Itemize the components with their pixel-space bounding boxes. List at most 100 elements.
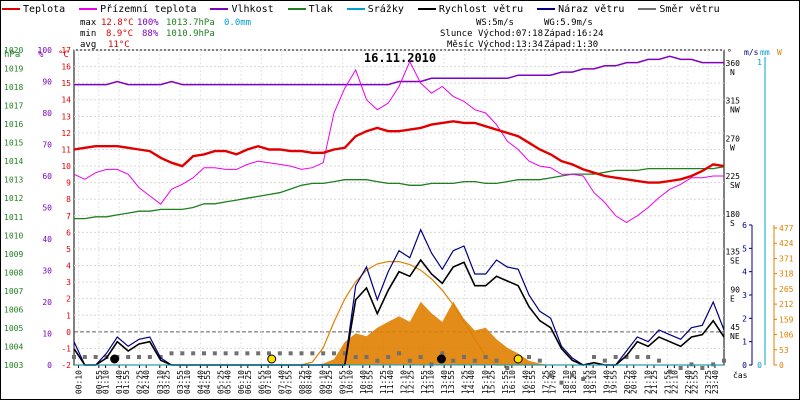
x-tick-label: 21:25	[650, 370, 659, 394]
info-wg: WG:5.9m/s	[544, 18, 593, 28]
stat-avg-temp: 11°C	[108, 40, 130, 50]
series-direction-point	[180, 351, 185, 356]
x-tick-label: 16:10	[508, 370, 517, 394]
tick-label-hpa: 1012	[4, 194, 23, 203]
x-tick-label: 03:55	[176, 370, 185, 394]
series-direction-point	[191, 351, 196, 356]
x-tick-label: 06:10	[237, 370, 246, 394]
tick-label-celsius: 5	[66, 245, 71, 254]
tick-label-celsius: 3	[66, 278, 71, 287]
tick-label-hpa: 1003	[4, 361, 23, 370]
tick-label-celsius: 12	[61, 129, 71, 138]
series-solar-area	[74, 301, 724, 365]
x-tick-label: 22:40	[684, 370, 693, 394]
tick-label-percent: 90	[42, 78, 52, 87]
info-sun-rise: Východ:07:18	[478, 29, 544, 39]
legend-swatch	[287, 8, 306, 10]
legend-item-naraz-vetru: Náraz větru	[537, 4, 624, 15]
series-direction-point	[700, 366, 705, 370]
legend-item-vlhkost: Vlhkost	[210, 3, 274, 15]
tick-label-celsius: 6	[66, 228, 71, 237]
stat-min-press: 1010.9hPa	[166, 29, 215, 39]
x-tick-label: 18:10	[562, 370, 571, 394]
tick-label-celsius: 0	[66, 328, 71, 337]
x-tick-label: 20:25	[623, 370, 632, 394]
series-direction-point	[711, 362, 716, 367]
legend-item-tlak: Tlak	[287, 4, 333, 15]
x-tick-label: 22:55	[691, 370, 700, 394]
tick-label-hpa: 1008	[4, 268, 23, 277]
tick-label-direction-name: S	[730, 219, 735, 228]
info-ws: WS:5m/s	[476, 18, 514, 28]
tick-label-hpa: 1020	[4, 46, 23, 55]
axis-title-celsius: °C	[58, 50, 69, 60]
tick-label-celsius: 2	[66, 295, 71, 304]
series-direction-point	[570, 373, 575, 378]
tick-label-percent: 10	[42, 330, 52, 339]
marker-sun	[267, 354, 277, 364]
stat-avg-label: avg	[80, 40, 97, 50]
x-tick-label: 02:25	[135, 370, 144, 394]
legend-swatch	[417, 8, 436, 10]
tick-label-percent: 80	[42, 109, 52, 118]
legend-label: Přízemní teplota	[100, 3, 197, 15]
legend-label: Srážky	[367, 3, 404, 15]
marker-moon	[110, 354, 120, 364]
tick-label-wind: 6	[742, 221, 747, 230]
tick-label-wind: 3	[742, 291, 747, 300]
tick-label-hpa: 1015	[4, 139, 23, 148]
x-tick-label: 08:25	[298, 370, 307, 394]
tick-label-wind: 4	[742, 268, 747, 277]
x-tick-label: 01:55	[122, 370, 131, 394]
tick-label-wind: 2	[742, 314, 747, 323]
series-direction-point	[234, 351, 239, 356]
tick-label-solar: 53	[779, 346, 789, 355]
x-tick-label: 15:25	[488, 370, 497, 394]
legend-swatch	[537, 8, 556, 10]
tick-label-direction-name: N	[730, 68, 735, 77]
tick-label-hpa: 1011	[4, 213, 23, 222]
series-direction-point	[256, 351, 261, 356]
x-tick-label: 02:40	[142, 370, 151, 394]
tick-label-hpa: 1018	[4, 83, 23, 92]
tick-label-hpa: 1007	[4, 287, 23, 296]
tick-label-hpa: 1013	[4, 176, 23, 185]
series-direction-point	[646, 355, 651, 359]
tick-label-rain: 0	[757, 361, 762, 370]
series-direction-point	[321, 351, 326, 356]
x-tick-label: 21:55	[664, 370, 673, 394]
legend-swatch	[79, 8, 98, 10]
series-direction-point	[375, 358, 380, 363]
tick-label-percent: 30	[42, 267, 52, 276]
x-tick-label: 14:25	[460, 370, 469, 394]
x-tick-label: 07:55	[284, 370, 293, 394]
series-direction-point	[245, 351, 250, 356]
tick-label-percent: 20	[42, 298, 52, 307]
tick-label-percent: 40	[42, 235, 52, 244]
series-ground-temp	[73, 60, 724, 223]
series-direction-point	[277, 351, 282, 356]
legend-label: Směr větru	[659, 3, 720, 15]
tick-label-hpa: 1014	[4, 157, 23, 166]
series-direction-point	[657, 358, 661, 363]
tick-label-hpa: 1006	[4, 305, 23, 314]
x-tick-label: 04:40	[196, 370, 205, 394]
x-tick-label: 04:55	[203, 370, 212, 394]
chart-title: 16.11.2010	[364, 51, 436, 65]
series-direction-point	[212, 351, 217, 356]
tick-label-hpa: 1004	[4, 342, 23, 351]
x-tick-label: 06:25	[244, 370, 253, 394]
series-direction-point	[288, 351, 293, 356]
x-tick-label: 19:40	[603, 370, 612, 394]
x-tick-label: 08:40	[305, 370, 314, 394]
x-tick-label: 17:25	[542, 370, 551, 394]
x-tick-label: 13:10	[427, 370, 436, 394]
stat-max-rain: 0.0mm	[224, 18, 252, 28]
x-tick-label: 19:10	[589, 370, 598, 394]
series-direction-point	[418, 355, 423, 359]
info-moon-rise: Východ:13:34	[478, 40, 544, 50]
tick-label-celsius: -1	[61, 344, 71, 353]
legend-label: Vlhkost	[231, 3, 274, 15]
tick-label-solar: 424	[779, 239, 794, 248]
